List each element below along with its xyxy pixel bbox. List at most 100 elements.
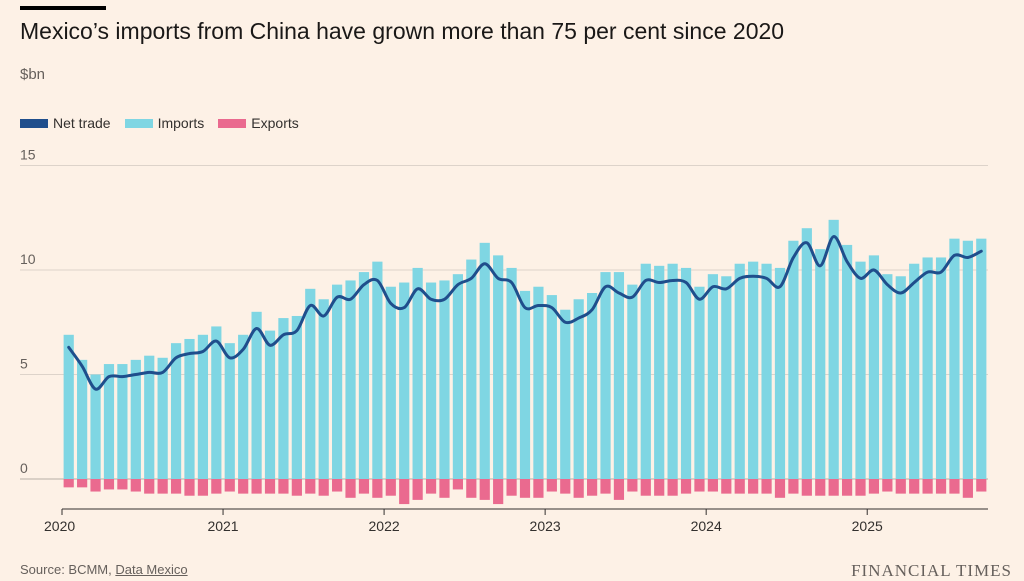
imports-bar xyxy=(560,309,571,479)
exports-bar xyxy=(144,479,155,494)
exports-bar xyxy=(493,479,504,505)
imports-bar xyxy=(238,334,249,479)
exports-bar xyxy=(533,479,544,498)
ft-wordmark: FINANCIAL TIMES xyxy=(851,561,1012,580)
imports-bar xyxy=(130,359,141,479)
exports-bar xyxy=(103,479,115,490)
imports-bar xyxy=(573,299,584,479)
imports-bar xyxy=(399,282,410,479)
exports-bar xyxy=(318,479,329,496)
unit-label: $bn xyxy=(20,66,46,83)
x-tick-label: 2023 xyxy=(530,518,561,534)
imports-bar xyxy=(211,326,222,479)
exports-bar xyxy=(157,479,168,494)
imports-bar xyxy=(815,249,826,479)
imports-bar xyxy=(640,263,651,479)
imports-bar xyxy=(479,242,490,479)
imports-bar xyxy=(425,282,437,479)
imports-bar xyxy=(613,272,625,479)
exports-bar xyxy=(345,479,356,498)
imports-bar xyxy=(748,261,759,479)
source-note: Source: BCMM, Data Mexico xyxy=(20,562,188,577)
exports-bar xyxy=(815,479,826,496)
y-tick-label: 15 xyxy=(20,147,36,163)
exports-bar xyxy=(63,479,74,488)
exports-bar xyxy=(721,479,732,494)
imports-bar xyxy=(77,359,88,479)
imports-bar xyxy=(962,240,973,479)
legend-item-net-trade: Net trade xyxy=(20,115,111,131)
exports-bar xyxy=(425,479,437,494)
exports-bar xyxy=(788,479,799,494)
imports-bar xyxy=(909,263,920,479)
exports-bar xyxy=(734,479,745,494)
exports-bar xyxy=(587,479,598,496)
exports-bar xyxy=(573,479,584,498)
imports-bar xyxy=(587,292,598,479)
exports-bar xyxy=(439,479,450,498)
exports-bar xyxy=(976,479,987,492)
imports-bar xyxy=(385,286,396,479)
imports-bar xyxy=(345,280,356,479)
exports-bar xyxy=(412,479,423,500)
imports-bar xyxy=(170,343,182,479)
imports-bar xyxy=(332,284,343,479)
exports-bar xyxy=(184,479,195,496)
imports-bar xyxy=(493,255,504,479)
exports-bar xyxy=(801,479,812,496)
imports-bar xyxy=(922,257,933,479)
imports-bar xyxy=(546,295,557,479)
exports-bar xyxy=(452,479,463,490)
x-tick-label: 2022 xyxy=(369,518,400,534)
imports-bar xyxy=(949,238,960,479)
exports-bar xyxy=(305,479,316,494)
exports-bar xyxy=(667,479,678,496)
exports-bar xyxy=(922,479,933,494)
exports-bar xyxy=(654,479,665,496)
exports-bar xyxy=(855,479,866,496)
imports-bar xyxy=(721,276,732,479)
chart-plot: 0 5 10 15 2020 2021 2022 2023 2024 2025 xyxy=(20,147,988,534)
exports-bar xyxy=(640,479,651,496)
imports-bar xyxy=(788,240,799,479)
exports-bar xyxy=(828,479,839,496)
imports-bar xyxy=(117,364,128,479)
chart-title: Mexico’s imports from China have grown m… xyxy=(20,18,785,44)
exports-bar xyxy=(332,479,343,492)
imports-bar xyxy=(761,263,772,479)
legend-label-imports: Imports xyxy=(157,115,205,131)
imports-bar xyxy=(439,280,450,479)
exports-bar xyxy=(291,479,302,496)
exports-bar xyxy=(774,479,786,498)
imports-bar xyxy=(466,259,477,479)
exports-bar xyxy=(224,479,235,492)
imports-bar xyxy=(600,272,611,479)
imports-bar xyxy=(157,357,168,479)
imports-bar xyxy=(144,355,155,479)
source-prefix: Source: BCMM, xyxy=(20,562,116,577)
imports-bar xyxy=(519,290,531,479)
exports-bar xyxy=(546,479,557,492)
imports-bar xyxy=(184,338,195,479)
imports-bar xyxy=(305,288,316,479)
exports-bar xyxy=(197,479,209,496)
exports-bar xyxy=(962,479,973,498)
x-tick-label: 2025 xyxy=(852,518,883,534)
imports-bar xyxy=(103,364,115,479)
x-tick-label: 2024 xyxy=(691,518,722,534)
exports-bar xyxy=(868,479,880,494)
imports-bar xyxy=(90,374,101,479)
imports-bar xyxy=(197,334,209,479)
source-link[interactable]: Data Mexico xyxy=(115,562,188,577)
exports-bar xyxy=(613,479,625,500)
imports-bar xyxy=(667,263,678,479)
legend-swatch-imports xyxy=(124,118,153,128)
exports-bar xyxy=(399,479,410,505)
exports-bar xyxy=(170,479,182,494)
imports-bar xyxy=(694,286,705,479)
imports-bar xyxy=(412,267,423,479)
y-tick-label: 0 xyxy=(20,460,28,476)
imports-bar xyxy=(868,255,880,479)
exports-bar xyxy=(841,479,853,496)
imports-bar xyxy=(895,276,906,479)
